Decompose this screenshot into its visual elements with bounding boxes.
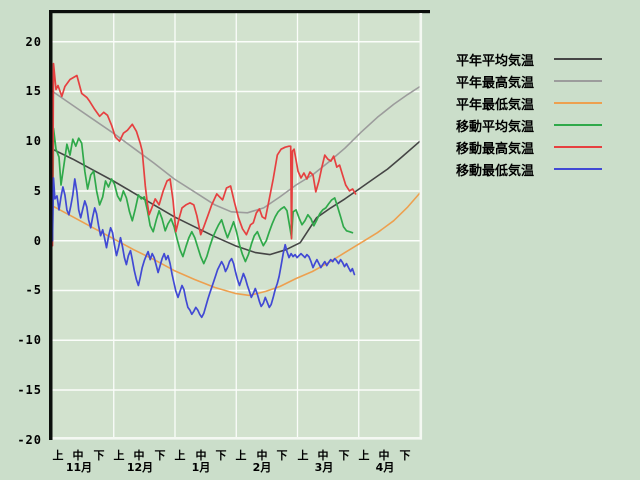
series-normal-max — [51, 85, 421, 214]
chart-legend: 平年平均気温 平年最高気温 平年最低気温 移動平均気温 移動最高気温 移動最低気温 — [456, 48, 602, 180]
legend-swatch-5 — [554, 168, 602, 170]
x-period-label-5-0: 上 — [358, 449, 370, 462]
series-normal-average — [51, 140, 421, 256]
legend-label-3: 移動平均気温 — [456, 119, 535, 135]
legend-swatch-2 — [554, 102, 602, 104]
x-period-label-2-2: 下 — [215, 449, 227, 462]
y-tick-label-0: 0 — [33, 234, 42, 248]
y-tick-label-15: 15 — [25, 84, 42, 98]
x-period-label-2-0: 上 — [174, 449, 186, 462]
plot-border-top — [49, 10, 430, 14]
x-month-label-3月: 3月 — [314, 461, 334, 474]
legend-swatch-4 — [554, 146, 602, 148]
legend-label-5: 移動最低気温 — [456, 163, 535, 179]
series-moving-max — [51, 62, 357, 247]
legend-swatch-0 — [554, 58, 602, 60]
legend-label-4: 移動最高気温 — [456, 141, 535, 157]
x-period-label-1-1: 中 — [133, 449, 145, 462]
legend-row-5: 移動最低気温 — [456, 158, 602, 180]
x-period-label-0-1: 中 — [72, 449, 84, 462]
x-period-label-2-1: 中 — [195, 449, 207, 462]
x-period-label-4-1: 中 — [317, 449, 329, 462]
x-month-label-4月: 4月 — [375, 461, 395, 474]
plot-border-left — [49, 10, 53, 440]
legend-label-1: 平年最高気温 — [456, 75, 535, 91]
legend-label-2: 平年最低気温 — [456, 97, 535, 113]
legend-swatch-1 — [554, 80, 602, 82]
x-month-label-12月: 12月 — [126, 461, 154, 474]
x-period-label-1-2: 下 — [154, 449, 166, 462]
series-moving-average — [51, 127, 354, 265]
x-month-label-1月: 1月 — [191, 461, 211, 474]
y-tick-label--20: -20 — [17, 433, 42, 447]
y-tick-label--15: -15 — [17, 383, 42, 397]
x-period-label-5-1: 中 — [378, 449, 390, 462]
plot-border-right — [419, 13, 423, 440]
x-period-label-3-2: 下 — [276, 449, 288, 462]
x-period-label-1-0: 上 — [113, 449, 125, 462]
x-month-label-11月: 11月 — [65, 461, 93, 474]
x-period-label-4-2: 下 — [338, 449, 350, 462]
x-period-label-4-0: 上 — [297, 449, 309, 462]
x-period-label-5-2: 下 — [399, 449, 411, 462]
legend-label-0: 平年平均気温 — [456, 53, 535, 69]
x-month-label-2月: 2月 — [252, 461, 272, 474]
y-tick-label-20: 20 — [25, 35, 42, 49]
y-tick-label--10: -10 — [17, 333, 42, 347]
x-period-label-0-2: 下 — [93, 449, 105, 462]
legend-row-2: 平年最低気温 — [456, 92, 602, 114]
y-tick-label-10: 10 — [25, 134, 42, 148]
legend-swatch-3 — [554, 124, 602, 126]
legend-row-0: 平年平均気温 — [456, 48, 602, 70]
legend-row-1: 平年最高気温 — [456, 70, 602, 92]
y-tick-label--5: -5 — [25, 283, 42, 297]
x-period-label-3-0: 上 — [235, 449, 247, 462]
y-tick-label-5: 5 — [33, 184, 42, 198]
plot-border-bottom — [52, 437, 422, 440]
x-period-label-3-1: 中 — [256, 449, 268, 462]
series-moving-min — [51, 177, 356, 319]
legend-row-3: 移動平均気温 — [456, 114, 602, 136]
legend-row-4: 移動最高気温 — [456, 136, 602, 158]
x-period-label-0-0: 上 — [52, 449, 64, 462]
